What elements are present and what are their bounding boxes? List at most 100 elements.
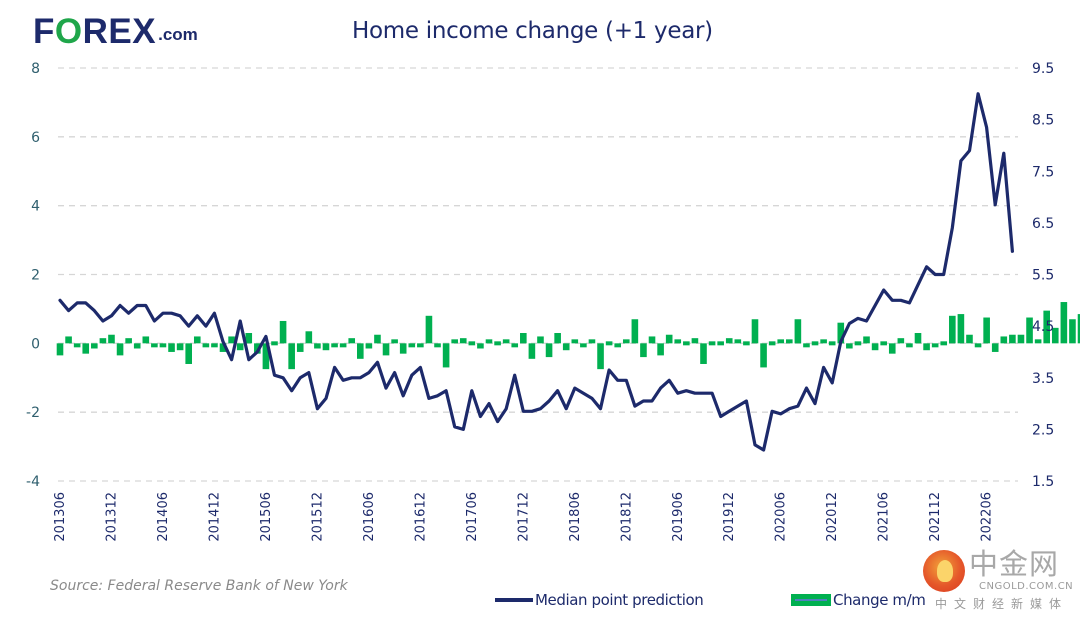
bar-change-mm bbox=[451, 339, 458, 344]
bar-change-mm bbox=[159, 343, 167, 348]
right-tick-label: 1.5 bbox=[1032, 474, 1054, 490]
bar-change-mm bbox=[1051, 327, 1059, 344]
right-tick-label: 2.5 bbox=[1032, 422, 1054, 438]
bar-change-mm bbox=[983, 317, 990, 344]
left-axis: 8 6 4 2 0 -2 -4 bbox=[26, 61, 40, 490]
bar-change-mm bbox=[940, 341, 948, 346]
bar-change-mm bbox=[786, 339, 793, 344]
right-tick-label: 9.5 bbox=[1032, 61, 1054, 77]
x-tick-label: 202006 bbox=[774, 492, 789, 542]
bar-change-mm bbox=[648, 336, 656, 344]
right-tick-label: 8.5 bbox=[1032, 113, 1054, 129]
bar-change-mm bbox=[442, 343, 450, 368]
bar-change-mm bbox=[717, 341, 724, 346]
bar-change-mm bbox=[228, 336, 235, 344]
x-tick-label: 201912 bbox=[722, 492, 737, 542]
chart-title: Home income change (+1 year) bbox=[352, 18, 713, 44]
bar-change-mm bbox=[854, 341, 862, 346]
bar-change-mm bbox=[777, 339, 785, 344]
bar-change-mm bbox=[254, 343, 261, 354]
bar-change-mm bbox=[296, 343, 304, 352]
bar-change-mm bbox=[485, 339, 493, 344]
bar-change-mm bbox=[211, 343, 218, 348]
bar-change-mm bbox=[974, 343, 982, 348]
bar-change-mm bbox=[631, 319, 639, 344]
bar-change-mm bbox=[408, 343, 416, 348]
bar-change-mm bbox=[477, 343, 484, 349]
bar-change-mm bbox=[168, 343, 175, 352]
x-tick-label: 201606 bbox=[362, 492, 377, 542]
bar-change-mm bbox=[966, 334, 973, 344]
bar-change-mm bbox=[888, 343, 896, 354]
bar-change-mm bbox=[991, 343, 999, 352]
bar-change-mm bbox=[434, 343, 441, 348]
right-tick-label: 3.5 bbox=[1032, 371, 1054, 387]
bar-change-mm bbox=[914, 333, 922, 344]
right-axis: 9.5 8.5 7.5 6.5 5.5 4.5 3.5 2.5 1.5 bbox=[1032, 61, 1054, 490]
bar-change-mm bbox=[520, 333, 527, 344]
bar-change-mm bbox=[923, 343, 930, 351]
left-tick-label: 0 bbox=[31, 336, 40, 352]
legend-item-median: Median point prediction bbox=[495, 591, 704, 609]
left-tick-label: 8 bbox=[31, 61, 40, 77]
x-tick-label: 201406 bbox=[156, 492, 171, 542]
bar-change-mm bbox=[605, 341, 613, 346]
bar-change-mm bbox=[348, 338, 356, 344]
legend-label-change: Change m/m bbox=[833, 591, 926, 609]
bar-change-mm bbox=[674, 339, 682, 344]
bar-change-mm bbox=[760, 343, 767, 368]
bar-change-mm bbox=[399, 343, 407, 354]
bar-change-mm bbox=[657, 343, 664, 356]
bar-change-mm bbox=[554, 333, 561, 344]
bar-change-mm bbox=[683, 341, 690, 346]
bar-change-mm bbox=[1043, 310, 1050, 344]
bar-change-mm bbox=[957, 314, 965, 344]
x-tick-label: 201806 bbox=[568, 492, 583, 542]
legend-bar-swatch bbox=[791, 594, 831, 606]
bar-change-mm bbox=[494, 341, 501, 346]
bar-change-mm bbox=[811, 341, 819, 346]
bar-change-mm bbox=[614, 343, 621, 348]
bar-change-mm bbox=[906, 343, 913, 348]
left-tick-label: 4 bbox=[31, 199, 40, 215]
bar-change-mm bbox=[288, 343, 295, 370]
bar-change-mm bbox=[743, 341, 750, 346]
x-tick-label: 201906 bbox=[671, 492, 686, 542]
source-note: Source: Federal Reserve Bank of New York bbox=[50, 578, 348, 594]
x-tick-label: 202012 bbox=[825, 492, 840, 542]
left-tick-label: -4 bbox=[26, 474, 40, 490]
bar-change-mm bbox=[511, 343, 519, 348]
bar-change-mm bbox=[279, 320, 287, 344]
bar-change-mm bbox=[665, 334, 673, 344]
watermark-tagline: 中文财经新媒体 bbox=[935, 597, 1069, 611]
bar-change-mm bbox=[65, 336, 72, 344]
bar-change-mm bbox=[202, 343, 210, 348]
bar-change-mm bbox=[871, 343, 879, 351]
bar-change-mm bbox=[571, 339, 579, 344]
watermark-name: 中金网 bbox=[969, 547, 1060, 581]
bar-change-mm bbox=[691, 338, 699, 344]
bar-change-mm bbox=[794, 319, 802, 344]
bar-change-mm bbox=[1017, 334, 1025, 344]
left-tick-label: 6 bbox=[31, 130, 40, 146]
bar-change-mm bbox=[151, 343, 158, 348]
bar-change-mm bbox=[537, 336, 544, 344]
bar-change-mm bbox=[820, 339, 827, 344]
bar-change-mm bbox=[562, 343, 570, 351]
x-tick-label: 201306 bbox=[53, 492, 68, 542]
bar-change-mm bbox=[91, 343, 98, 349]
bar-change-mm bbox=[357, 343, 364, 359]
bar-change-mm bbox=[863, 336, 870, 344]
left-tick-label: -2 bbox=[26, 405, 40, 421]
bar-change-mm bbox=[528, 343, 536, 359]
bar-change-mm bbox=[725, 338, 733, 344]
bar-change-mm bbox=[108, 334, 115, 344]
bar-change-mm bbox=[897, 338, 905, 344]
bar-series-change-mm bbox=[56, 302, 1080, 370]
bar-change-mm bbox=[271, 341, 278, 346]
bar-change-mm bbox=[1026, 317, 1033, 344]
x-tick-label: 201312 bbox=[104, 492, 119, 542]
bar-change-mm bbox=[56, 343, 64, 356]
bar-change-mm bbox=[1069, 319, 1076, 344]
bar-change-mm bbox=[622, 339, 630, 344]
